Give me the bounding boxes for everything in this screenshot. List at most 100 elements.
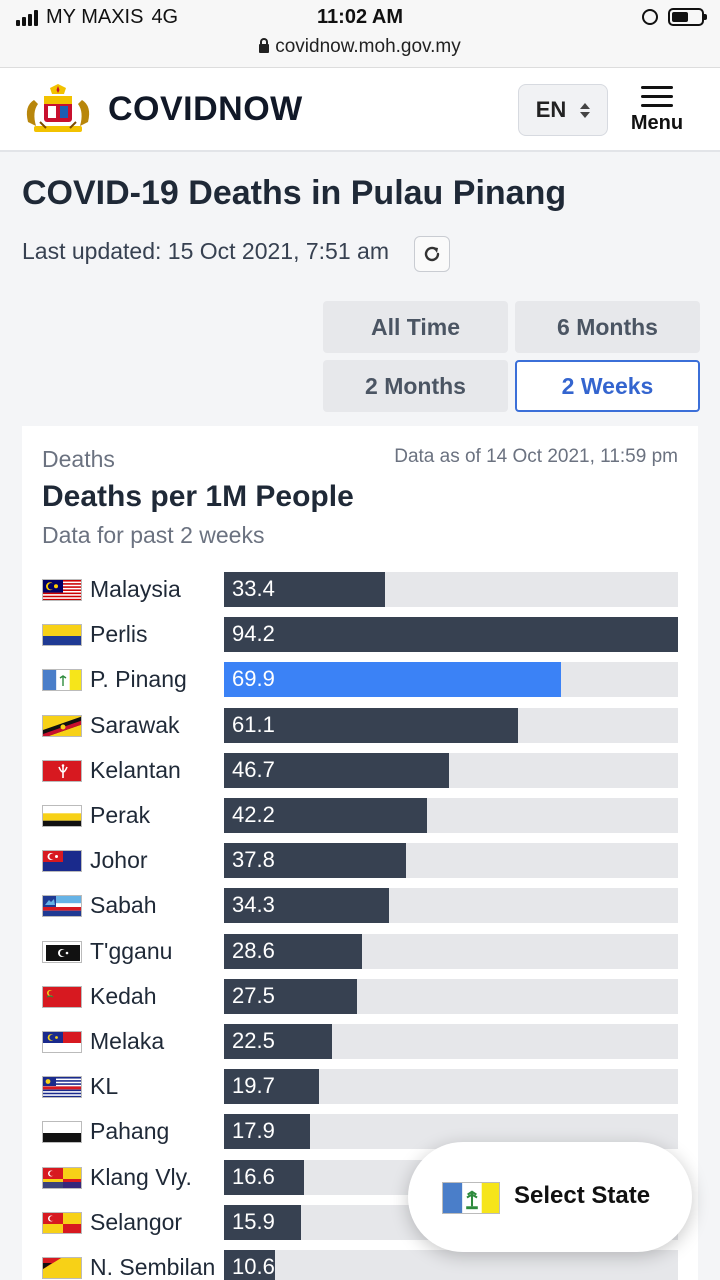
bar-value-label: 94.2 xyxy=(232,621,275,647)
selangor-flag-icon xyxy=(42,1211,82,1234)
brand-title[interactable]: COVIDNOW xyxy=(108,90,303,128)
orientation-lock-icon xyxy=(642,9,658,25)
bar-value-label: 27.5 xyxy=(232,982,275,1008)
state-name: P. Pinang xyxy=(90,666,187,693)
state-name: Melaka xyxy=(90,1028,165,1054)
bar-track: 22.5 xyxy=(224,1024,678,1059)
carrier-info: MY MAXIS 4G xyxy=(16,6,178,29)
bar-value-label: 28.6 xyxy=(232,937,275,963)
state-name: Klang Vly. xyxy=(90,1163,192,1190)
bar-value-label: 42.2 xyxy=(232,802,275,827)
bar xyxy=(224,572,385,607)
select-state-button[interactable]: Select State xyxy=(408,1142,692,1252)
perak-flag-icon xyxy=(42,805,82,827)
bar xyxy=(224,617,678,653)
state-row[interactable]: Kedah 27.5 xyxy=(42,978,678,1014)
penang-flag-icon xyxy=(442,1182,500,1214)
language-value: EN xyxy=(535,97,567,122)
bar xyxy=(224,933,362,969)
state-row[interactable]: Sarawak 61.1 xyxy=(42,707,678,743)
card-title: Deaths per 1M People xyxy=(42,480,354,513)
state-row[interactable]: Johor 37.8 xyxy=(42,843,678,879)
bar-track: 94.2 xyxy=(224,617,678,653)
bar-value-label: 15.9 xyxy=(232,1208,275,1234)
bar xyxy=(224,707,518,743)
range-6-months-button[interactable]: 6 Months xyxy=(515,301,700,353)
network-type: 4G xyxy=(151,6,179,28)
bar-value-label: 19.7 xyxy=(232,1073,275,1099)
bar xyxy=(224,1069,319,1105)
pahang-flag-icon xyxy=(42,1121,82,1144)
state-row[interactable]: Perak 42.2 xyxy=(42,798,678,833)
bar-track: 33.4 xyxy=(224,572,678,607)
bar-track: 69.9 xyxy=(224,662,678,698)
state-name: Malaysia xyxy=(90,576,181,602)
bar xyxy=(224,798,427,833)
state-name: T'gganu xyxy=(90,937,173,964)
carrier-name: MY MAXIS xyxy=(46,6,144,28)
state-row[interactable]: Perlis 94.2 xyxy=(42,617,678,653)
range-all-time-button[interactable]: All Time xyxy=(323,301,508,353)
bar xyxy=(224,662,561,698)
state-row[interactable]: T'gganu 28.6 xyxy=(42,933,678,969)
bar-track: 61.1 xyxy=(224,707,678,743)
bar-value-label: 69.9 xyxy=(232,666,275,692)
bar-value-label: 22.5 xyxy=(232,1028,275,1053)
bar-value-label: 17.9 xyxy=(232,1118,275,1144)
state-row[interactable]: Kelantan 46.7 xyxy=(42,752,678,788)
malaysia-coat-of-arms-icon[interactable] xyxy=(20,82,96,138)
bar-value-label: 10.6 xyxy=(232,1254,275,1279)
state-name: KL xyxy=(90,1073,119,1100)
kl-flag-icon xyxy=(42,1076,82,1099)
bar-track: 27.5 xyxy=(224,978,678,1014)
menu-button[interactable]: Menu xyxy=(624,86,690,142)
bar-value-label: 16.6 xyxy=(232,1163,275,1189)
malaysia-flag-icon xyxy=(42,579,82,601)
kedah-flag-icon xyxy=(42,985,82,1008)
bar xyxy=(224,1159,304,1195)
bar xyxy=(224,843,406,879)
state-row[interactable]: Malaysia 33.4 xyxy=(42,572,678,607)
bar-track: 37.8 xyxy=(224,843,678,879)
hamburger-icon xyxy=(641,86,673,107)
melaka-flag-icon xyxy=(42,1031,82,1053)
state-row[interactable]: P. Pinang 69.9 xyxy=(42,662,678,698)
last-updated: Last updated: 15 Oct 2021, 7:51 am xyxy=(22,238,389,264)
bar xyxy=(224,978,357,1014)
state-name: Johor xyxy=(90,847,148,874)
sabah-flag-icon xyxy=(42,895,82,918)
state-row[interactable]: Melaka 22.5 xyxy=(42,1024,678,1059)
terengganu-flag-icon xyxy=(42,940,82,963)
bar xyxy=(224,888,389,924)
bar xyxy=(224,752,449,788)
state-row[interactable]: KL 19.7 xyxy=(42,1069,678,1105)
refresh-button[interactable] xyxy=(414,236,450,272)
bar-value-label: 37.8 xyxy=(232,847,275,873)
range-2-months-button[interactable]: 2 Months xyxy=(323,360,508,412)
range-2-weeks-button[interactable]: 2 Weeks xyxy=(515,360,700,412)
clock: 11:02 AM xyxy=(317,6,403,28)
bar-value-label: 46.7 xyxy=(232,756,275,782)
johor-flag-icon xyxy=(42,850,82,873)
battery-icon xyxy=(668,8,707,26)
state-name: N. Sembilan xyxy=(90,1254,216,1280)
data-as-of: Data as of 14 Oct 2021, 11:59 pm xyxy=(394,446,678,467)
select-arrows-icon xyxy=(580,102,591,118)
bar xyxy=(224,1204,301,1240)
address-bar[interactable]: covidnow.moh.gov.my xyxy=(0,36,720,58)
bar xyxy=(224,1114,310,1150)
bar-track: 19.7 xyxy=(224,1069,678,1105)
state-name: Pahang xyxy=(90,1118,170,1145)
state-row[interactable]: N. Sembilan 10.6 xyxy=(42,1250,678,1280)
bar-value-label: 61.1 xyxy=(232,711,275,737)
card-kicker: Deaths xyxy=(42,446,115,472)
state-name: Kelantan xyxy=(90,756,181,783)
penang-flag-icon xyxy=(42,669,82,692)
padlock-icon xyxy=(259,38,270,53)
bar-value-label: 34.3 xyxy=(232,892,275,918)
refresh-icon xyxy=(424,246,440,262)
language-select[interactable]: EN xyxy=(518,84,608,136)
state-row[interactable]: Sabah 34.3 xyxy=(42,888,678,924)
klang-valley-flag-icon xyxy=(42,1166,82,1189)
status-bar: MY MAXIS 4G 11:02 AM covidnow.moh.gov.my xyxy=(0,0,720,68)
